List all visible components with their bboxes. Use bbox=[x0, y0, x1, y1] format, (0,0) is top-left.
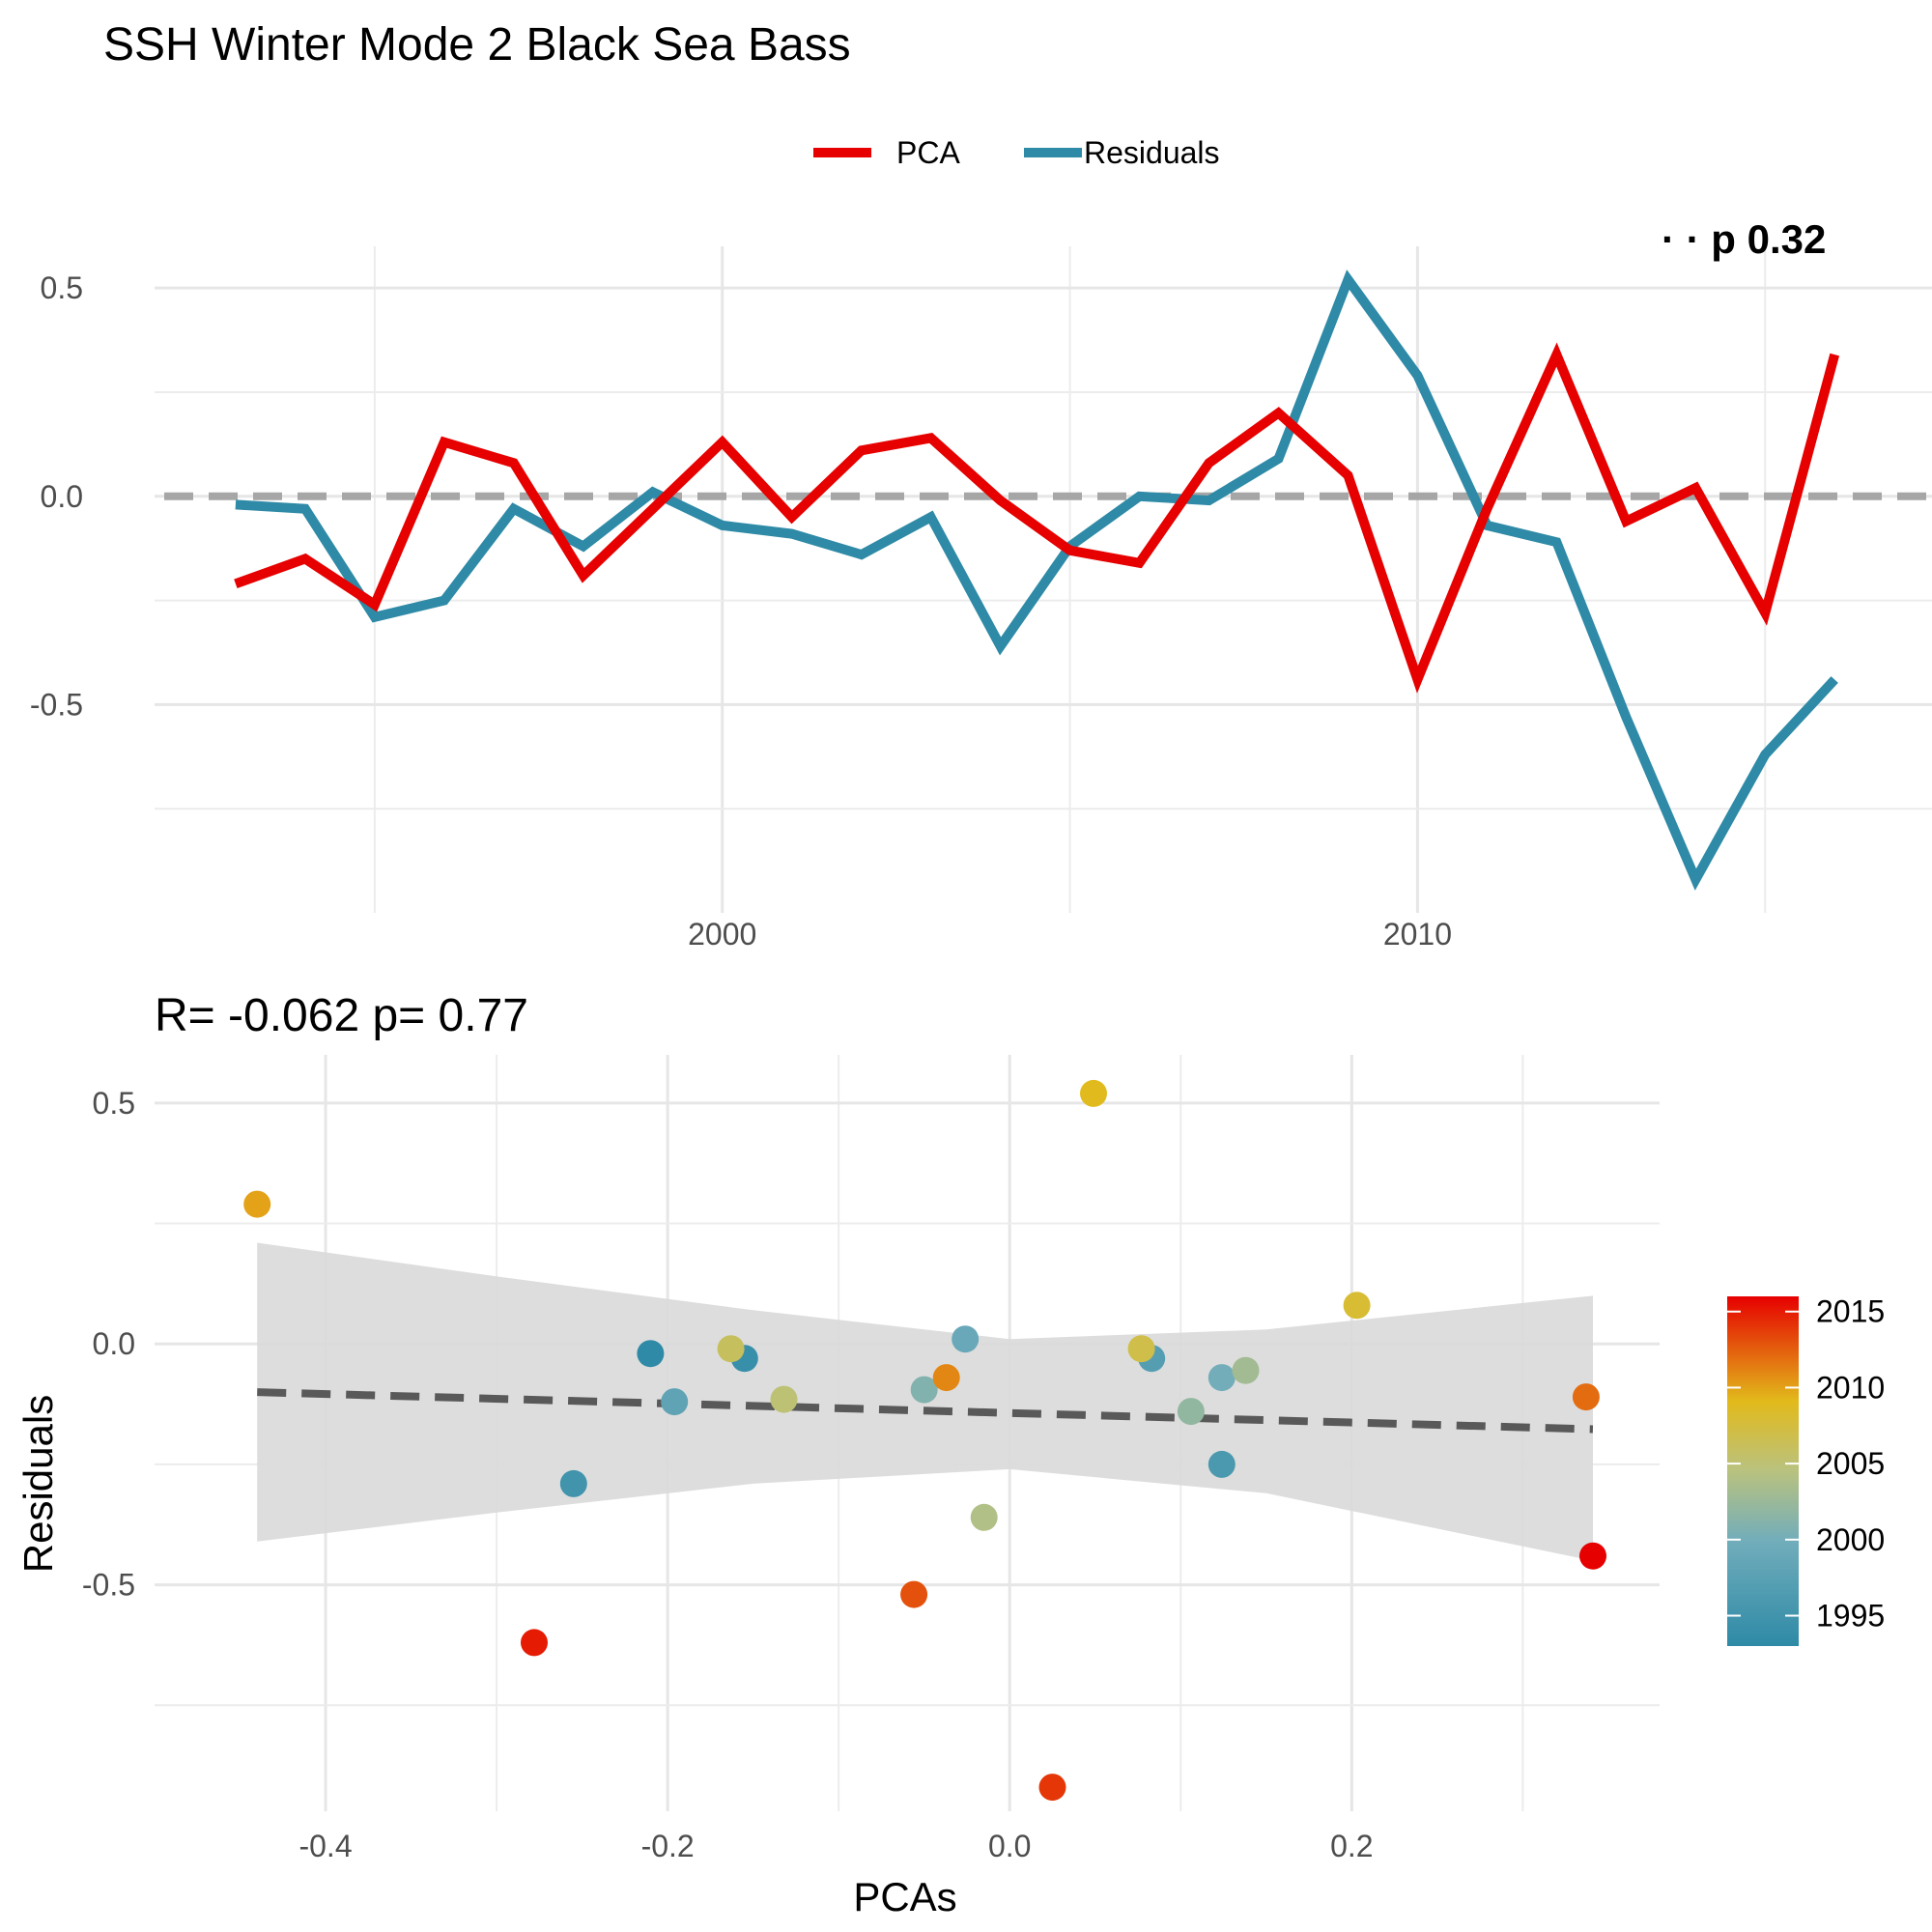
x-tick-label: 2000 bbox=[688, 917, 756, 952]
colorbar-tick-label: 2010 bbox=[1816, 1370, 1885, 1405]
y-tick-label: -0.5 bbox=[30, 687, 83, 722]
series-line-residuals bbox=[235, 270, 1838, 891]
legend-residuals-label: Residuals bbox=[1084, 135, 1220, 170]
series-line-pca bbox=[234, 342, 1840, 694]
data-point bbox=[637, 1340, 665, 1368]
figure-title: SSH Winter Mode 2 Black Sea Bass bbox=[103, 19, 851, 71]
data-point bbox=[770, 1385, 798, 1413]
data-point bbox=[1127, 1335, 1155, 1363]
x-tick-label: 0.0 bbox=[988, 1829, 1031, 1863]
colorbar-tick-label: 1995 bbox=[1816, 1599, 1885, 1634]
y-tick-label: 0.0 bbox=[41, 479, 83, 514]
scatter-points bbox=[243, 1079, 1606, 1802]
colorbar-tick-label: 2005 bbox=[1816, 1446, 1885, 1481]
x-tick-label: -0.2 bbox=[641, 1829, 695, 1863]
data-point bbox=[1208, 1364, 1236, 1392]
data-point bbox=[1038, 1774, 1066, 1802]
regression-line bbox=[257, 1388, 1594, 1434]
data-point bbox=[1080, 1079, 1107, 1107]
scatter-x-axis: -0.4 -0.2 0.0 0.2 bbox=[298, 1829, 1373, 1863]
y-tick-label: -0.5 bbox=[82, 1568, 135, 1603]
data-point bbox=[952, 1325, 980, 1353]
y-tick-label: 0.5 bbox=[93, 1086, 135, 1121]
time-series-lines bbox=[234, 270, 1840, 891]
data-point bbox=[900, 1580, 928, 1608]
colorbar-tick-label: 2000 bbox=[1816, 1522, 1885, 1557]
x-tick-label: 2010 bbox=[1383, 917, 1452, 952]
legend: PCA Residuals bbox=[813, 135, 1220, 170]
data-point bbox=[1579, 1542, 1606, 1570]
colorbar-bar bbox=[1727, 1296, 1799, 1646]
y-tick-label: 0.5 bbox=[41, 270, 83, 305]
legend-pca-label: PCA bbox=[896, 135, 960, 170]
data-point bbox=[1572, 1383, 1600, 1411]
data-point bbox=[910, 1376, 938, 1404]
data-point bbox=[521, 1629, 548, 1657]
time-series-panel: 0.5 0.0 -0.5 2000 2010 · · p 0.32 bbox=[30, 216, 1932, 952]
time-series-y-axis: 0.5 0.0 -0.5 bbox=[30, 270, 83, 722]
data-point bbox=[243, 1190, 271, 1218]
scatter-x-axis-title: PCAs bbox=[853, 1874, 956, 1919]
time-series-x-axis: 2000 2010 bbox=[688, 917, 1452, 952]
top-panel-annotation: · · p 0.32 bbox=[1662, 216, 1826, 262]
data-point bbox=[717, 1335, 745, 1363]
data-point bbox=[559, 1469, 587, 1497]
scatter-panel: 0.5 0.0 -0.5 -0.4 -0.2 0.0 0.2 bbox=[82, 1055, 1660, 1863]
y-tick-label: 0.0 bbox=[93, 1326, 135, 1361]
scatter-y-axis: 0.5 0.0 -0.5 bbox=[82, 1086, 135, 1603]
data-point bbox=[932, 1364, 960, 1392]
colorbar-tick-label: 2015 bbox=[1816, 1294, 1885, 1329]
x-tick-label: 0.2 bbox=[1330, 1829, 1373, 1863]
colorbar-ticks: 1995 2000 2005 2010 2015 bbox=[1727, 1294, 1885, 1634]
data-point bbox=[1343, 1292, 1371, 1320]
data-point bbox=[661, 1388, 689, 1416]
scatter-y-axis-title: Residuals bbox=[15, 1395, 61, 1573]
data-point bbox=[1208, 1450, 1236, 1478]
data-point bbox=[970, 1503, 998, 1531]
x-tick-label: -0.4 bbox=[298, 1829, 352, 1863]
data-point bbox=[1177, 1398, 1205, 1426]
data-point bbox=[1232, 1356, 1260, 1384]
scatter-panel-title: R= -0.062 p= 0.77 bbox=[155, 990, 528, 1041]
year-colorbar: 1995 2000 2005 2010 2015 bbox=[1727, 1294, 1885, 1646]
